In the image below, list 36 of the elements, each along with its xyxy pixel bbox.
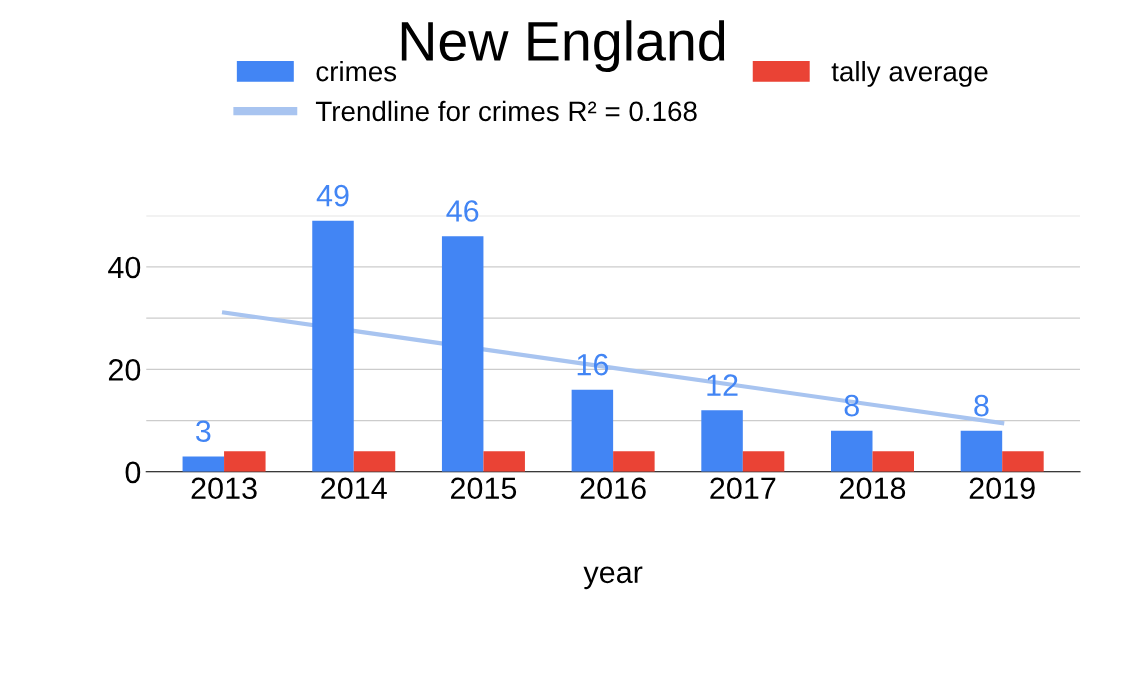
x-axis-title: year — [583, 566, 643, 590]
y-tick-label: 0 — [125, 461, 141, 484]
x-tick-label: 2019 — [969, 477, 1035, 500]
data-label: 8 — [844, 394, 859, 417]
legend-label: Trendline for crimes R² = 0.168 — [315, 100, 697, 122]
bar — [483, 451, 525, 472]
bar — [742, 451, 785, 472]
data-label: 46 — [446, 200, 479, 222]
data-label: 8 — [974, 394, 989, 417]
bar — [571, 389, 614, 472]
x-tick-label: 2017 — [710, 477, 776, 500]
x-tick-label: 2013 — [191, 477, 257, 500]
data-label: 12 — [707, 374, 738, 396]
bar — [312, 220, 354, 472]
bar — [1002, 451, 1044, 472]
x-tick-label: 2014 — [321, 477, 387, 500]
bar — [441, 236, 484, 472]
x-tick-label: 2018 — [840, 477, 906, 500]
data-label: 16 — [577, 353, 609, 376]
bar — [224, 451, 266, 472]
bar — [353, 451, 396, 472]
bar — [701, 410, 743, 472]
y-tick-label: 20 — [108, 359, 141, 381]
bar — [960, 430, 1003, 472]
data-label: 3 — [195, 420, 211, 443]
bar — [872, 451, 914, 472]
x-tick-label: 2015 — [450, 477, 517, 500]
legend-label: crimes — [316, 60, 397, 82]
legend-label: tally average — [831, 60, 988, 87]
y-tick-label: 40 — [108, 256, 141, 279]
data-label: 49 — [316, 184, 349, 207]
bar — [182, 456, 225, 472]
bar — [831, 430, 873, 472]
chart-title: New England — [401, 20, 725, 73]
bar — [613, 451, 655, 472]
x-tick-label: 2016 — [580, 477, 646, 500]
